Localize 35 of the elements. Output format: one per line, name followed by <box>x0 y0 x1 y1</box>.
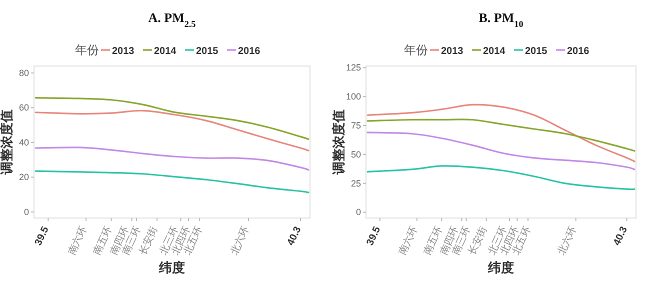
x-tick-label: 南六环 <box>396 224 420 257</box>
x-tick-label: 北六环 <box>228 224 252 257</box>
y-axis-title: 调整浓度值 <box>331 110 346 176</box>
y-tick-label: 0 <box>24 206 29 217</box>
legend-label: 2015 <box>196 46 219 57</box>
legend-title: 年份 <box>404 43 428 57</box>
x-tick-label: 北六环 <box>555 224 580 257</box>
x-axis-title: 纬度 <box>487 260 514 275</box>
legend-label: 2014 <box>483 46 506 57</box>
x-tick-label: 40.3 <box>612 224 630 248</box>
y-axis-title: 调整浓度值 <box>0 110 14 176</box>
y-tick-label: 60 <box>18 102 29 113</box>
chart-title: B. PM$_{10}$ <box>478 10 524 29</box>
legend-label: 2013 <box>441 46 464 57</box>
legend-label: 2015 <box>525 46 548 57</box>
y-tick-label: 20 <box>18 172 29 182</box>
y-tick-label: 40 <box>18 137 29 148</box>
x-tick-label: 南六环 <box>66 224 90 257</box>
y-tick-label: 80 <box>18 68 29 78</box>
legend-label: 2014 <box>154 46 177 57</box>
x-tick-label: 39.5 <box>364 224 384 248</box>
y-tick-label: 75 <box>350 120 361 131</box>
y-tick-label: 125 <box>346 62 361 73</box>
x-tick-label: 39.5 <box>33 224 52 248</box>
legend-title: 年份 <box>75 43 99 57</box>
y-tick-label: 25 <box>350 178 361 188</box>
x-tick-label: 40.3 <box>286 224 304 248</box>
legend-label: 2016 <box>238 46 261 57</box>
y-tick-label: 100 <box>346 92 361 102</box>
legend-label: 2013 <box>112 46 135 57</box>
y-tick-label: 50 <box>350 149 361 160</box>
x-axis-title: 纬度 <box>158 260 185 275</box>
y-tick-label: 0 <box>356 207 361 218</box>
chart-title: A. PM$_{2.5}$ <box>148 10 196 29</box>
legend-label: 2016 <box>567 46 590 57</box>
